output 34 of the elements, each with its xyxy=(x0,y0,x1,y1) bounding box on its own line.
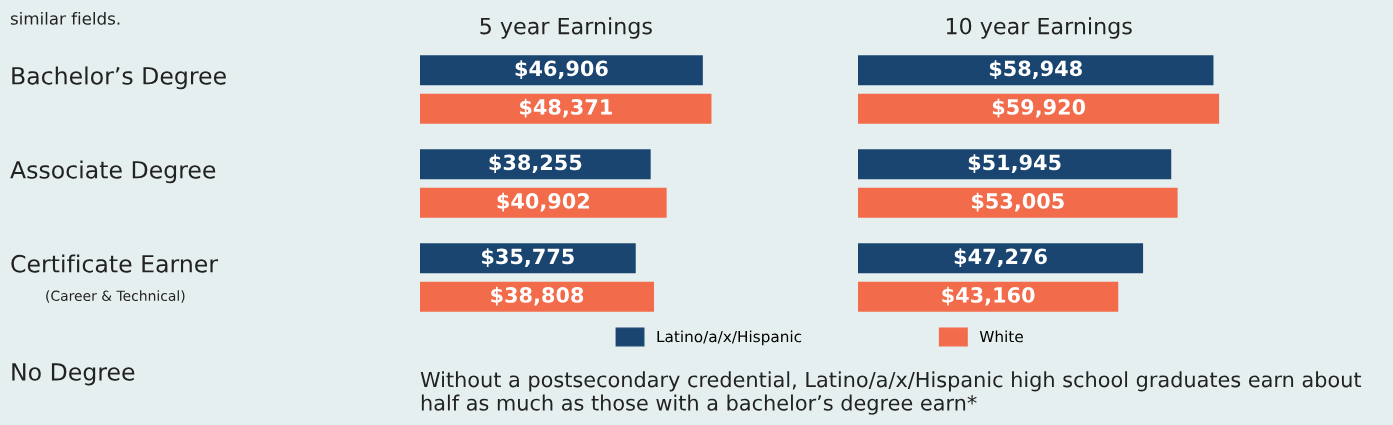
data-label: $40,902 xyxy=(497,192,589,212)
y-tick-label: Certificate Earner xyxy=(11,254,219,273)
bar xyxy=(858,55,1214,86)
bar xyxy=(858,243,1144,274)
bar xyxy=(420,55,703,86)
bar xyxy=(858,187,1178,218)
bar xyxy=(420,93,712,124)
y-tick-label: Bachelor’s Degree xyxy=(12,66,226,90)
data-label: $35,775 xyxy=(482,248,574,268)
text: similar fields. xyxy=(10,11,120,25)
bar xyxy=(420,149,651,180)
data-label: $43,160 xyxy=(942,286,1035,306)
y-tick-label: Associate Degree xyxy=(10,160,216,184)
chart-title: 10 year Earnings xyxy=(946,17,1132,39)
data-label: $59,920 xyxy=(992,98,1086,118)
bar xyxy=(420,243,636,274)
bar xyxy=(420,187,667,218)
data-label: $38,808 xyxy=(491,286,584,306)
bar xyxy=(858,281,1119,312)
data-label: $48,371 xyxy=(520,98,612,118)
data-label: $46,906 xyxy=(515,60,608,80)
legend-label: Latino/a/x/Hispanic xyxy=(657,330,802,346)
y-tick-label: No Degree xyxy=(12,363,135,386)
text: (Career & Technical) xyxy=(46,290,185,303)
legend-label: White xyxy=(979,330,1023,343)
data-label: $47,276 xyxy=(954,248,1047,268)
data-label: $38,255 xyxy=(489,154,582,174)
annotation: Without a postsecondary credential, Latino/a/x/Hispanic high school graduates earn about half as much as those with a bachelor’s degree earn* xyxy=(420,371,1362,415)
data-label: $53,005 xyxy=(971,192,1064,212)
data-label: $58,948 xyxy=(989,60,1082,80)
data-label: $51,945 xyxy=(968,154,1061,174)
bar xyxy=(858,93,1220,124)
chart-title: 5 year Earnings xyxy=(480,17,652,39)
bar xyxy=(858,149,1172,180)
